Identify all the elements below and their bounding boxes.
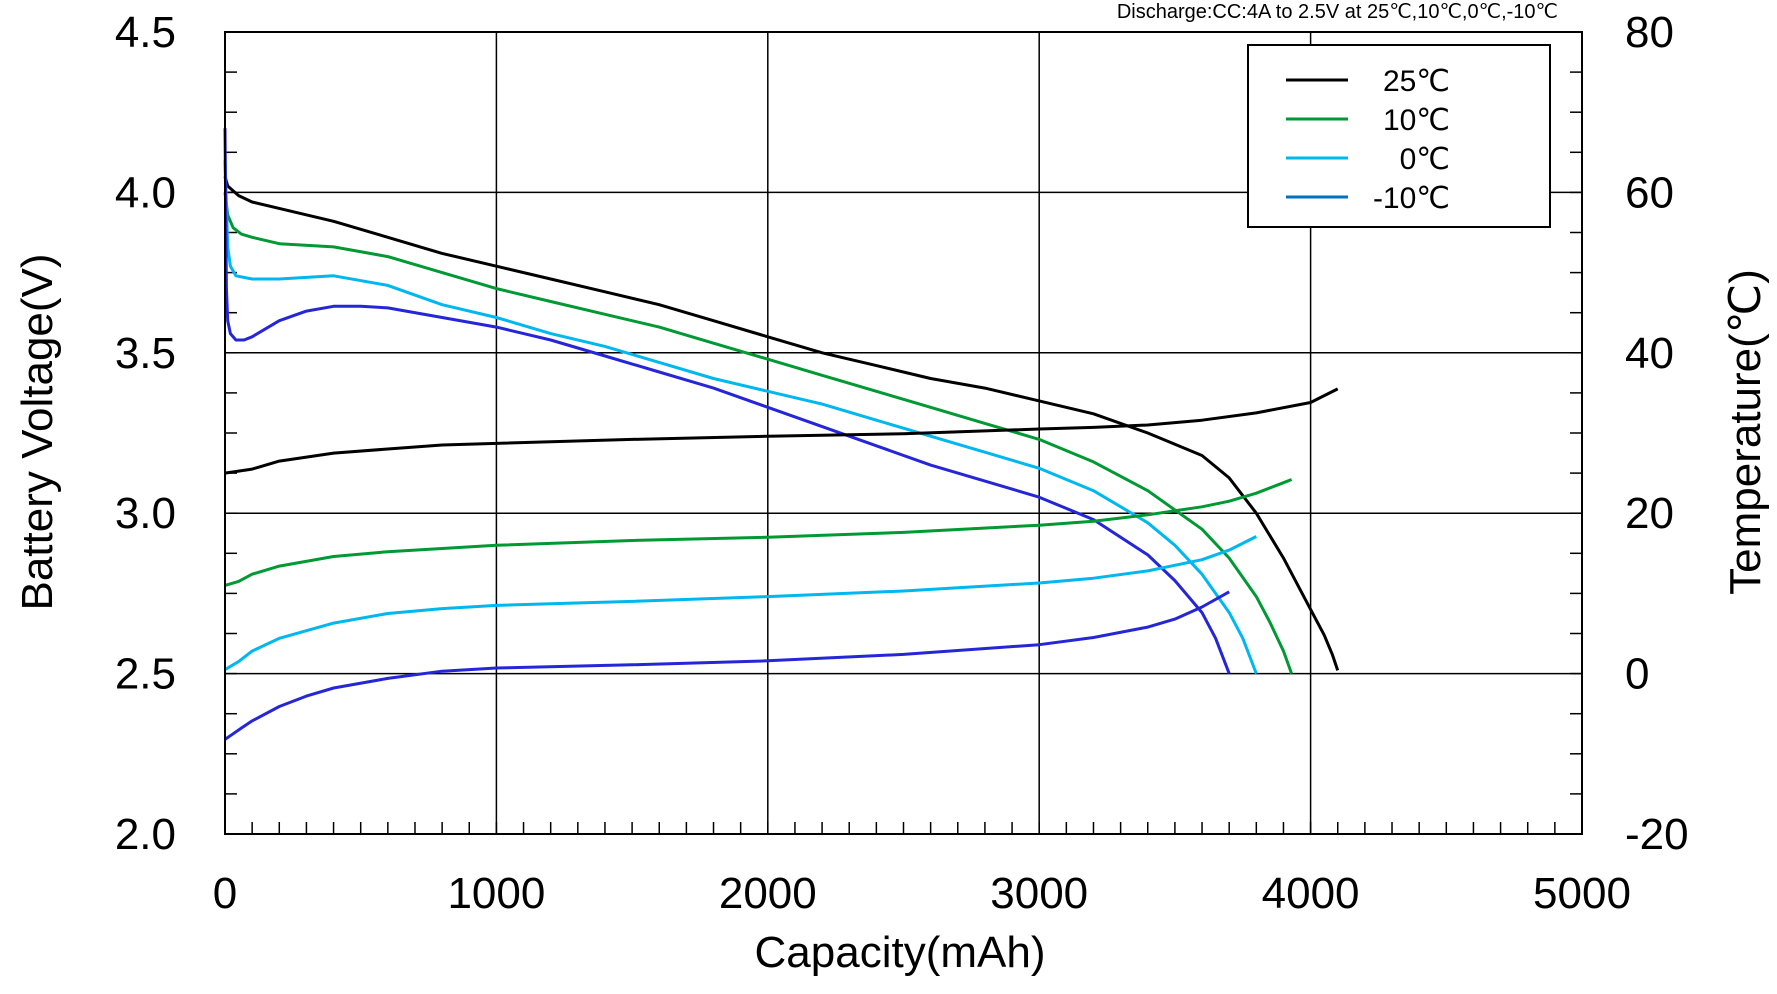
y2-tick-label: 0 [1625, 650, 1649, 699]
y2-tick-label: 60 [1625, 168, 1674, 217]
x-axis-title: Capacity(mAh) [755, 928, 1046, 977]
x-tick-label: 3000 [990, 869, 1088, 918]
legend-label: 25℃ [1383, 65, 1450, 98]
legend-label: -10℃ [1373, 182, 1450, 215]
y2-tick-labels: -20 0 20 40 60 80 [1625, 8, 1689, 859]
chart-subtitle: Discharge:CC:4A to 2.5V at 25℃,10℃,0℃,-1… [1117, 1, 1558, 23]
x-tick-label: 4000 [1262, 869, 1360, 918]
y-tick-label: 4.0 [115, 168, 176, 217]
legend-label: 10℃ [1383, 104, 1450, 137]
voltage-line-10c [223, 192, 1294, 675]
y2-tick-label: 80 [1625, 8, 1674, 57]
x-tick-labels: 0 1000 2000 3000 4000 5000 [213, 869, 1631, 918]
temperature-line-0c [224, 535, 1257, 671]
y2-axis-title: Temperature(℃) [1721, 269, 1770, 595]
legend-label: 0℃ [1400, 143, 1450, 176]
voltage-line-25c [223, 175, 1340, 671]
plot-frame [224, 31, 1583, 835]
y2-tick-label: -20 [1625, 810, 1689, 859]
temperature-line-25c [224, 387, 1339, 475]
y-tick-labels: 2.0 2.5 3.0 3.5 4.0 4.5 [115, 8, 176, 859]
x-tick-label: 0 [213, 869, 237, 918]
x-tick-label: 5000 [1533, 869, 1631, 918]
y2-tick-label: 20 [1625, 489, 1674, 538]
x-tick-label: 1000 [447, 869, 545, 918]
series-layer [223, 128, 1340, 741]
y-tick-label: 2.0 [115, 810, 176, 859]
y-tick-label: 3.5 [115, 329, 176, 378]
voltage-line--10c [223, 128, 1231, 675]
voltage-line-0c [223, 160, 1258, 675]
temperature-line--10c [224, 590, 1230, 741]
y-axis-title: Battery Voltage(V) [13, 253, 62, 610]
x-tick-label: 2000 [719, 869, 817, 918]
y2-tick-label: 40 [1625, 329, 1674, 378]
temperature-line-10c [224, 478, 1293, 587]
y-tick-label: 3.0 [115, 489, 176, 538]
y-tick-label: 4.5 [115, 8, 176, 57]
y-tick-label: 2.5 [115, 650, 176, 699]
legend: 25℃ 10℃ 0℃ -10℃ [1247, 44, 1551, 228]
